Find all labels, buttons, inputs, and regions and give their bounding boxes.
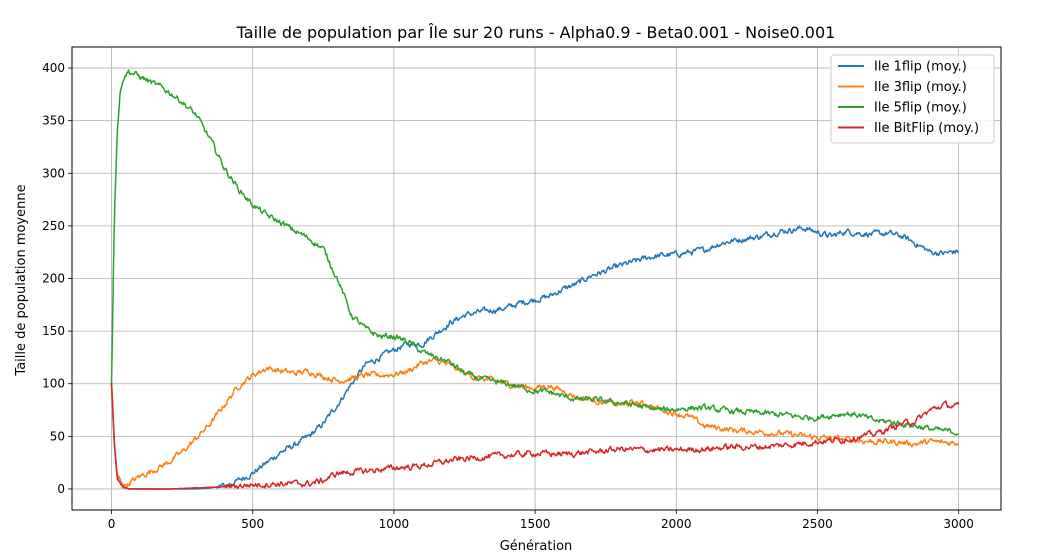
axis-ticks: 0 500 1000 1500 2000 2500 3000 0 50 100 150 200 250 3… <box>42 61 974 531</box>
y-tick-label: 300 <box>42 166 65 180</box>
legend-entry: Ile BitFlip (moy.) <box>874 121 979 136</box>
legend-entry: Ile 1flip (moy.) <box>874 60 967 75</box>
y-tick-label: 350 <box>42 114 65 128</box>
y-axis-label: Taille de population moyenne <box>14 184 29 376</box>
x-tick-label: 1500 <box>520 517 551 531</box>
y-tick-label: 150 <box>42 324 65 338</box>
series-line-2 <box>110 357 960 489</box>
x-tick-label: 2000 <box>661 517 692 531</box>
y-tick-label: 50 <box>50 429 65 443</box>
legend: Ile 1flip (moy.) Ile 3flip (moy.) Ile 5fli… <box>830 54 995 144</box>
legend-box <box>830 54 995 144</box>
y-tick-label: 100 <box>42 377 65 391</box>
y-tick-label: 200 <box>42 272 65 286</box>
chart-title: Taille de population par Île sur 20 runs… <box>236 23 836 42</box>
series-lines <box>110 69 960 490</box>
grid <box>72 47 1001 510</box>
series-line-4 <box>110 382 960 490</box>
series-line-1 <box>110 225 959 490</box>
y-tick-label: 250 <box>42 219 65 233</box>
series-line-3 <box>110 69 959 436</box>
legend-entry: Ile 5flip (moy.) <box>874 101 967 116</box>
x-axis-label: Génération <box>500 539 573 554</box>
x-tick-label: 3000 <box>943 517 974 531</box>
x-tick-label: 0 <box>108 517 116 531</box>
x-tick-label: 2500 <box>802 517 833 531</box>
legend-entry: Ile 3flip (moy.) <box>874 80 967 95</box>
y-tick-label: 400 <box>42 61 65 75</box>
x-tick-label: 500 <box>241 517 264 531</box>
y-tick-label: 0 <box>57 482 65 496</box>
x-tick-label: 1000 <box>379 517 410 531</box>
